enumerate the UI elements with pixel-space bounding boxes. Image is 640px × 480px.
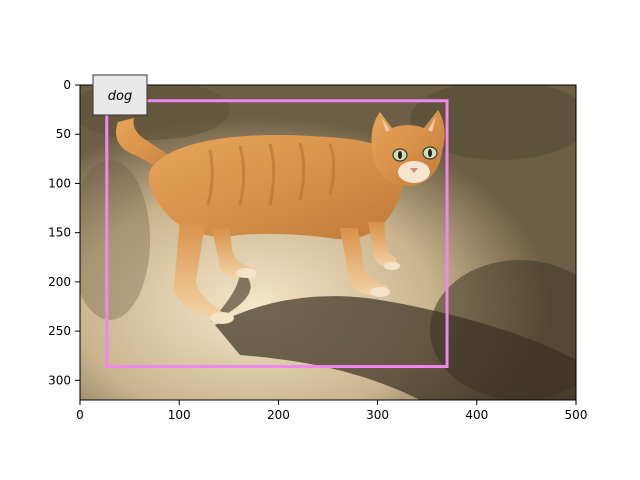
detection-label: dog [92,74,148,116]
cat-pupil [398,151,402,159]
cat-stripes [206,142,336,206]
detection-box [105,99,449,369]
x-tick-label: 200 [267,408,290,422]
cat-pupil [428,149,432,157]
y-axis: 0 50 100 150 200 250 300 [48,78,80,387]
x-tick-label: 0 [76,408,84,422]
axes-frame [79,84,577,401]
label-box [92,74,148,116]
cat-front-leg [340,228,388,296]
y-tick-label: 150 [48,226,71,240]
x-axis: 0 100 200 300 400 500 [76,400,587,422]
y-tick-label: 100 [48,176,71,190]
cat-hind-leg [212,228,252,278]
cat-front-leg [368,222,396,268]
y-tick-label: 200 [48,275,71,289]
cat [115,110,445,324]
cat-hind-leg [173,220,222,318]
dark-ground-patch [80,160,150,320]
x-tick-label: 400 [465,408,488,422]
leg-shadow [210,270,251,322]
x-tick-label: 100 [168,408,191,422]
cat-paw [210,312,234,324]
label-text: dog [108,89,132,104]
cat-ear-inner [382,118,390,132]
y-tick-label: 0 [63,78,71,92]
cat-shadow [215,296,576,400]
x-tick-label: 300 [366,408,389,422]
cat-paw [236,268,256,278]
y-tick-label: 50 [56,127,71,141]
photo [80,85,576,400]
y-tick-label: 300 [48,373,71,387]
cat-ear-inner [428,116,436,132]
x-tick-label: 500 [565,408,588,422]
cat-paw [384,262,400,270]
cat-paw [370,287,390,297]
y-tick-label: 250 [48,324,71,338]
dark-ground-patch [410,85,576,160]
cat-nose [410,168,418,173]
